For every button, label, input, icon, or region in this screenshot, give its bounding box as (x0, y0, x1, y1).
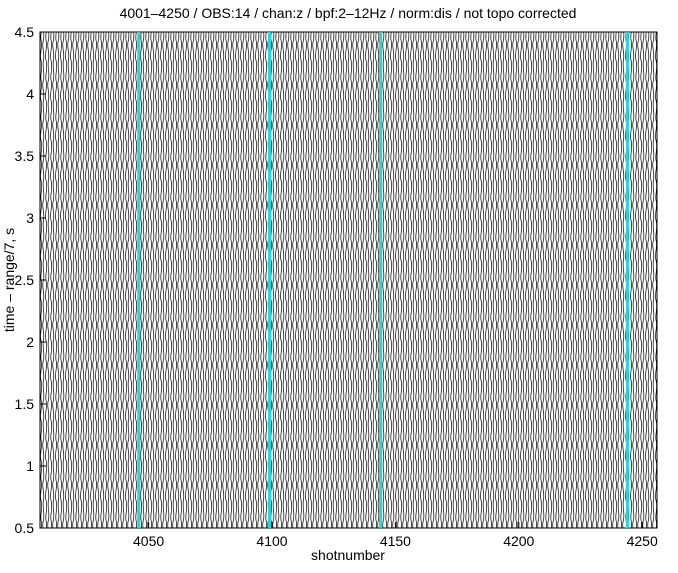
y-tick-label: 2.5 (15, 272, 35, 288)
x-tick-label: 4150 (380, 533, 411, 549)
y-axis-label: time – range/7, s (1, 228, 17, 332)
y-tick-label: 3.5 (15, 148, 35, 164)
y-tick-label: 1 (26, 458, 34, 474)
y-tick-label: 0.5 (15, 520, 35, 536)
trace-texture (40, 32, 657, 528)
x-tick-label: 4200 (503, 533, 534, 549)
x-tick-label: 4250 (627, 533, 658, 549)
y-tick-label: 2 (26, 334, 34, 350)
y-tick-label: 4.5 (15, 24, 35, 40)
x-tick-label: 4050 (133, 533, 164, 549)
x-axis-label: shotnumber (311, 547, 385, 563)
y-tick-label: 4 (26, 86, 34, 102)
y-tick-label: 3 (26, 210, 34, 226)
chart-title: 4001–4250 / OBS:14 / chan:z / bpf:2–12Hz… (120, 5, 577, 21)
y-tick-label: 1.5 (15, 396, 35, 412)
x-tick-label: 4100 (256, 533, 287, 549)
